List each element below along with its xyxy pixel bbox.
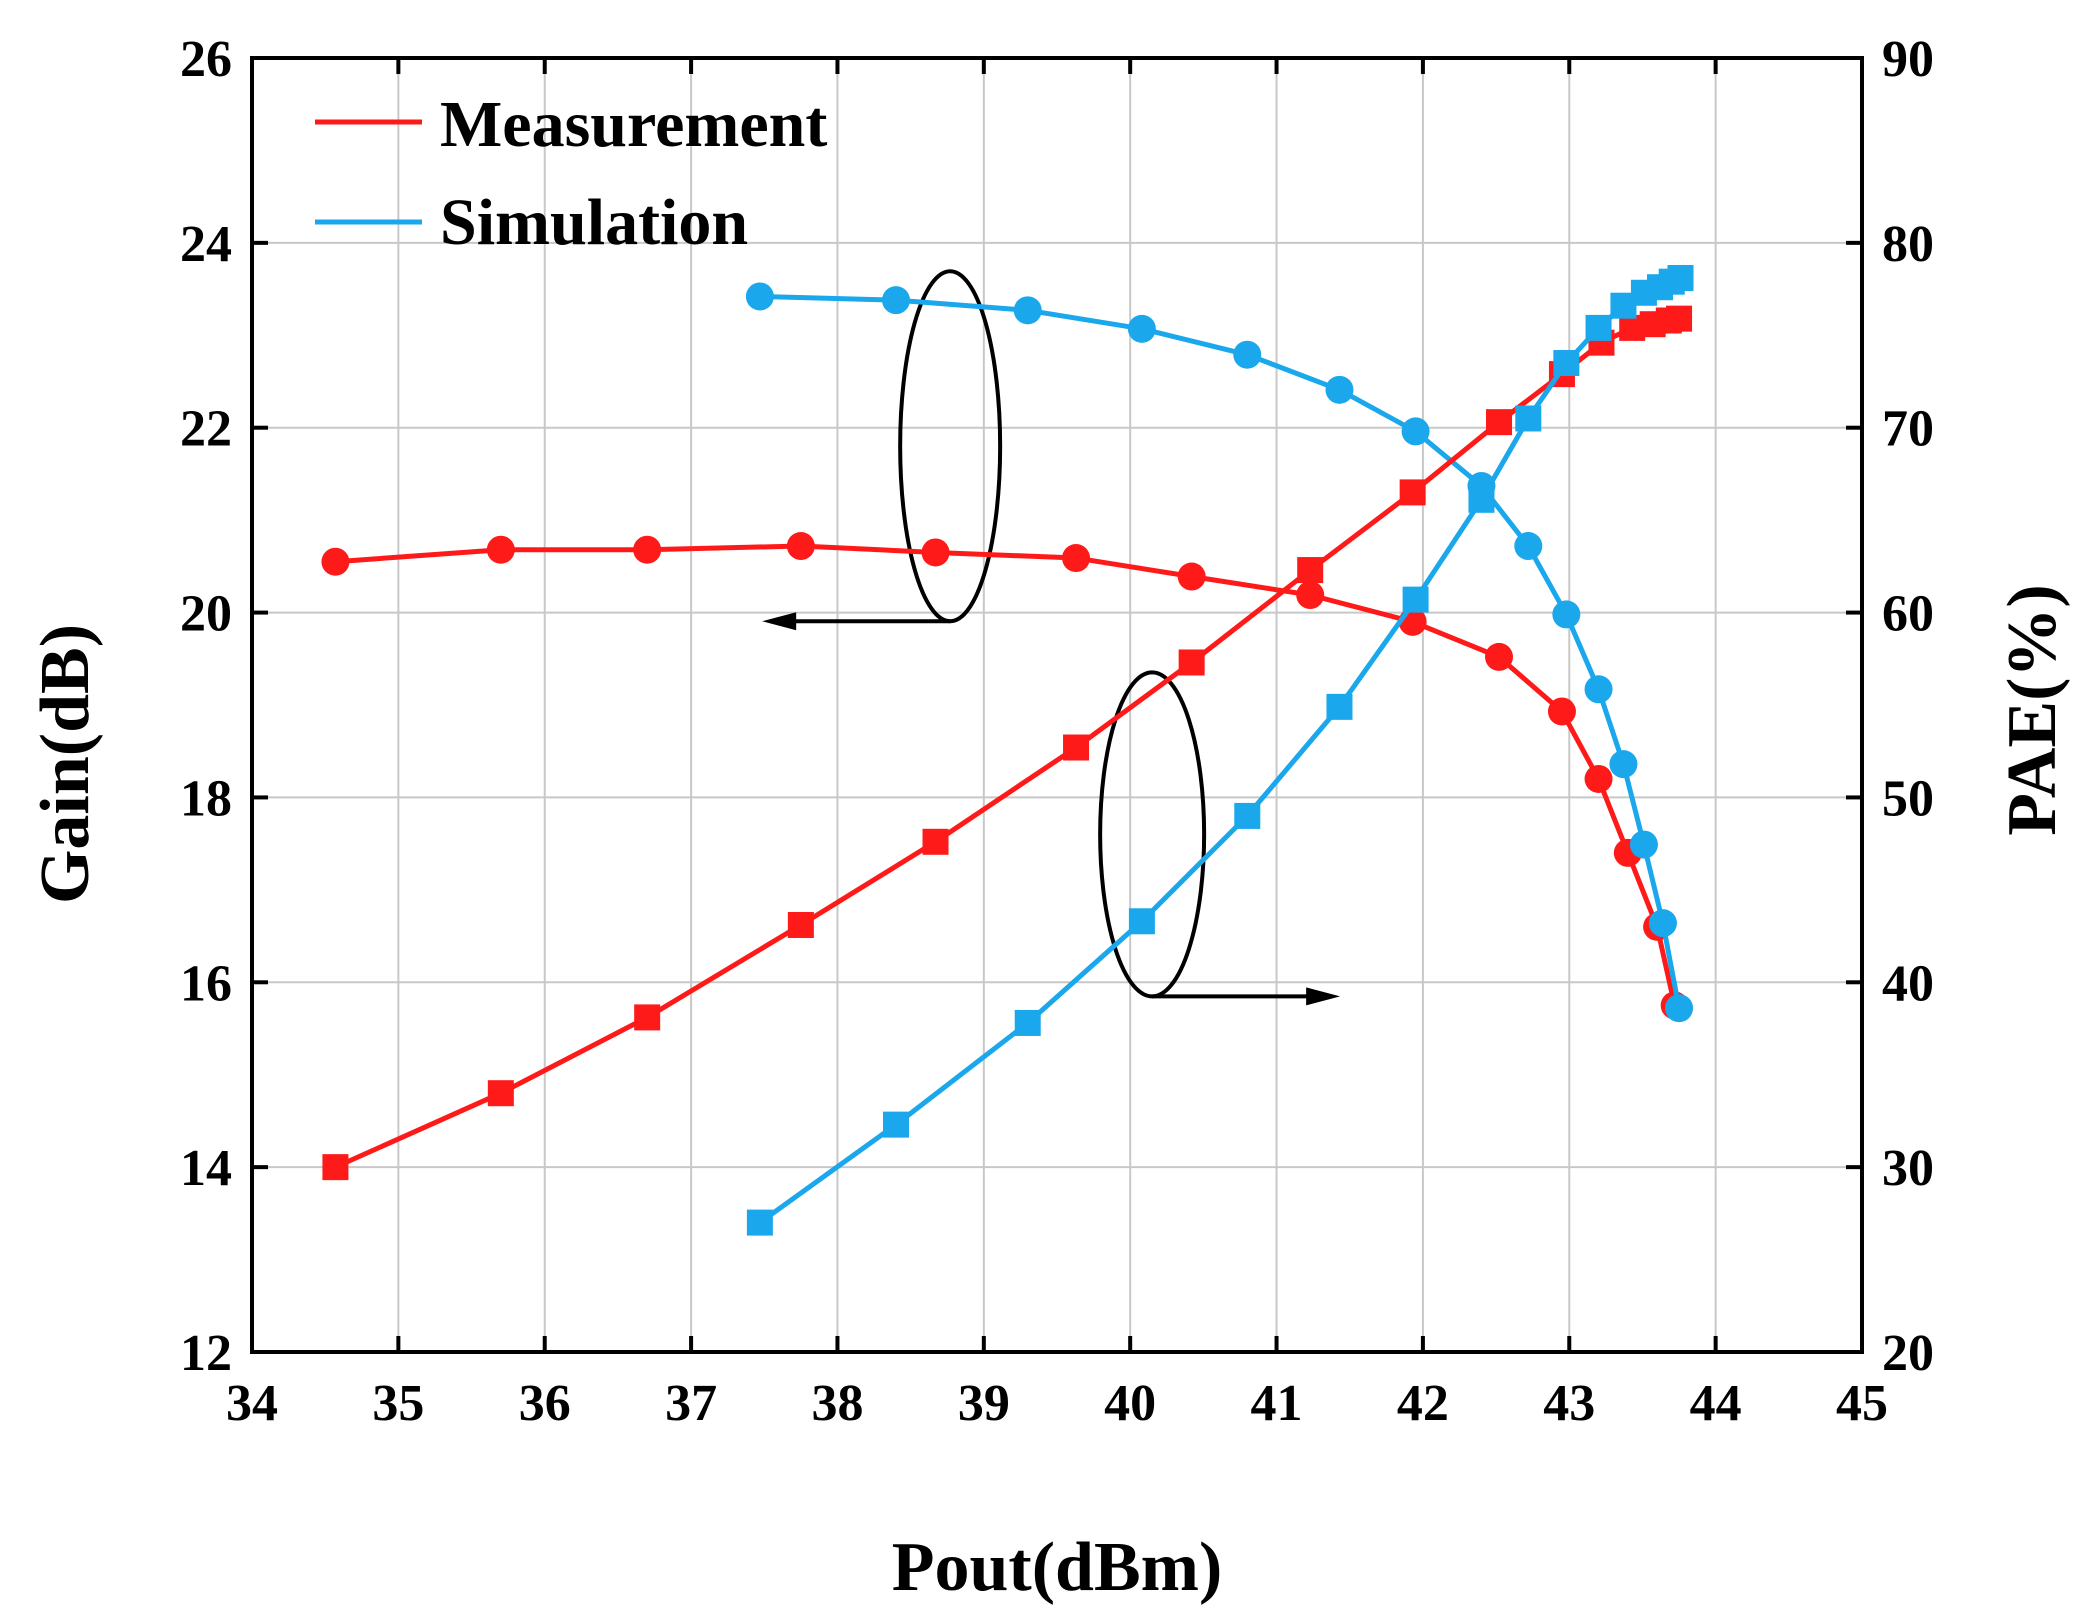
data-point-measurement-gain <box>1062 544 1091 573</box>
y2-tick-label: 20 <box>1882 1325 1934 1382</box>
data-point-measurement-gain <box>921 538 950 567</box>
annotation-arrowhead-right <box>1306 987 1341 1006</box>
data-point-simulation-gain <box>1401 417 1430 446</box>
y-axis-title: Gain(dB) <box>27 624 104 904</box>
data-point-simulation-gain <box>1648 909 1677 938</box>
y2-tick-label: 80 <box>1882 216 1934 273</box>
data-point-measurement-pae <box>922 828 949 855</box>
data-point-simulation-gain <box>745 282 774 311</box>
x-tick-label: 41 <box>1251 1375 1303 1432</box>
data-point-simulation-gain <box>1609 750 1638 779</box>
y2-tick-label: 90 <box>1882 31 1934 88</box>
data-point-measurement-pae <box>787 911 814 938</box>
data-point-simulation-pae <box>1014 1009 1041 1036</box>
data-point-measurement-gain <box>1177 562 1206 591</box>
data-point-simulation-gain <box>882 286 910 315</box>
annotations <box>762 269 1341 1006</box>
data-point-measurement-gain <box>633 535 662 564</box>
data-point-measurement-gain <box>786 532 815 561</box>
x-tick-label: 38 <box>811 1375 863 1432</box>
y-tick-label: 12 <box>180 1325 232 1382</box>
y-tick-label: 14 <box>180 1140 232 1197</box>
y2-tick-label: 70 <box>1882 401 1934 458</box>
plot-frame <box>250 56 1864 1354</box>
data-point-simulation-gain <box>1629 830 1658 859</box>
data-point-simulation-pae <box>1667 264 1694 291</box>
x-tick-label: 39 <box>958 1375 1010 1432</box>
series-line-simulation-pae <box>758 275 1682 1225</box>
data-point-measurement-pae <box>322 1154 349 1181</box>
x-tick-label: 35 <box>372 1375 424 1432</box>
data-point-simulation-pae <box>746 1209 773 1236</box>
y2-tick-label: 30 <box>1882 1140 1934 1197</box>
y-tick-label: 20 <box>180 586 232 643</box>
x-tick-label: 40 <box>1104 1375 1156 1432</box>
y-tick-label: 24 <box>180 216 232 273</box>
data-point-simulation-gain <box>1514 532 1543 561</box>
data-point-measurement-pae <box>1297 557 1324 584</box>
data-point-simulation-gain <box>1233 340 1262 369</box>
data-point-simulation-gain <box>1584 675 1613 704</box>
data-point-simulation-pae <box>1585 314 1612 341</box>
data-point-measurement-gain <box>1547 697 1576 726</box>
x-tick-label: 44 <box>1690 1375 1742 1432</box>
x-tick-label: 42 <box>1397 1375 1449 1432</box>
y2-tick-label: 40 <box>1882 955 1934 1012</box>
data-point-simulation-pae <box>1468 486 1495 513</box>
y-tick-label: 16 <box>180 955 232 1012</box>
data-point-simulation-pae <box>1553 350 1580 377</box>
y2-axis-title: PAE(%) <box>1994 584 2071 835</box>
data-point-measurement-gain <box>1584 764 1613 793</box>
x-axis-title: Pout(dBm) <box>892 1529 1223 1606</box>
data-point-measurement-gain <box>321 547 350 576</box>
data-point-measurement-pae <box>1486 409 1513 436</box>
x-tick-label: 36 <box>519 1375 571 1432</box>
y-tick-label: 22 <box>180 401 232 458</box>
tick-labels: 34 35 36 37 38 39 40 41 42 43 44 45 12 14 16 18 20 22 24 26… <box>180 31 1934 1432</box>
legend-label-simulation: Simulation <box>440 186 748 259</box>
x-tick-label: 45 <box>1836 1375 1888 1432</box>
legend-label-measurement: Measurement <box>440 88 827 161</box>
series-layer <box>321 264 1694 1236</box>
y2-tick-label: 50 <box>1882 770 1934 827</box>
data-point-measurement-pae <box>634 1004 661 1031</box>
data-point-simulation-pae <box>1402 586 1429 613</box>
data-point-measurement-pae <box>1063 734 1090 761</box>
x-tick-label: 43 <box>1543 1375 1595 1432</box>
data-point-simulation-pae <box>1234 802 1261 829</box>
y-tick-label: 26 <box>180 31 232 88</box>
data-point-measurement-pae <box>487 1080 514 1107</box>
data-point-measurement-gain <box>1296 581 1325 610</box>
y-tick-label: 18 <box>180 770 232 827</box>
data-point-simulation-pae <box>1128 908 1155 935</box>
data-point-simulation-pae <box>1326 693 1353 720</box>
data-point-simulation-gain <box>1325 375 1354 404</box>
y2-tick-label: 60 <box>1882 586 1934 643</box>
legend: Measurement Simulation <box>315 88 827 259</box>
series-line-measurement-gain <box>335 543 1678 1006</box>
data-point-measurement-pae <box>1178 649 1205 676</box>
data-point-simulation-gain <box>1665 994 1694 1023</box>
data-point-measurement-gain <box>486 535 515 564</box>
x-tick-label: 37 <box>665 1375 717 1432</box>
data-point-measurement-pae <box>1399 479 1426 506</box>
data-point-simulation-pae <box>1515 405 1542 432</box>
x-tick-label: 34 <box>226 1375 278 1432</box>
data-point-measurement-gain <box>1485 642 1514 671</box>
data-point-simulation-gain <box>1013 296 1042 325</box>
data-point-simulation-pae <box>883 1111 909 1138</box>
annotation-arrowhead-left <box>762 612 797 631</box>
axes <box>250 56 1864 1354</box>
data-point-simulation-gain <box>1127 314 1156 343</box>
data-point-measurement-pae <box>1666 305 1693 332</box>
annotation-ellipse-left <box>898 269 1003 624</box>
data-point-simulation-gain <box>1552 600 1581 629</box>
